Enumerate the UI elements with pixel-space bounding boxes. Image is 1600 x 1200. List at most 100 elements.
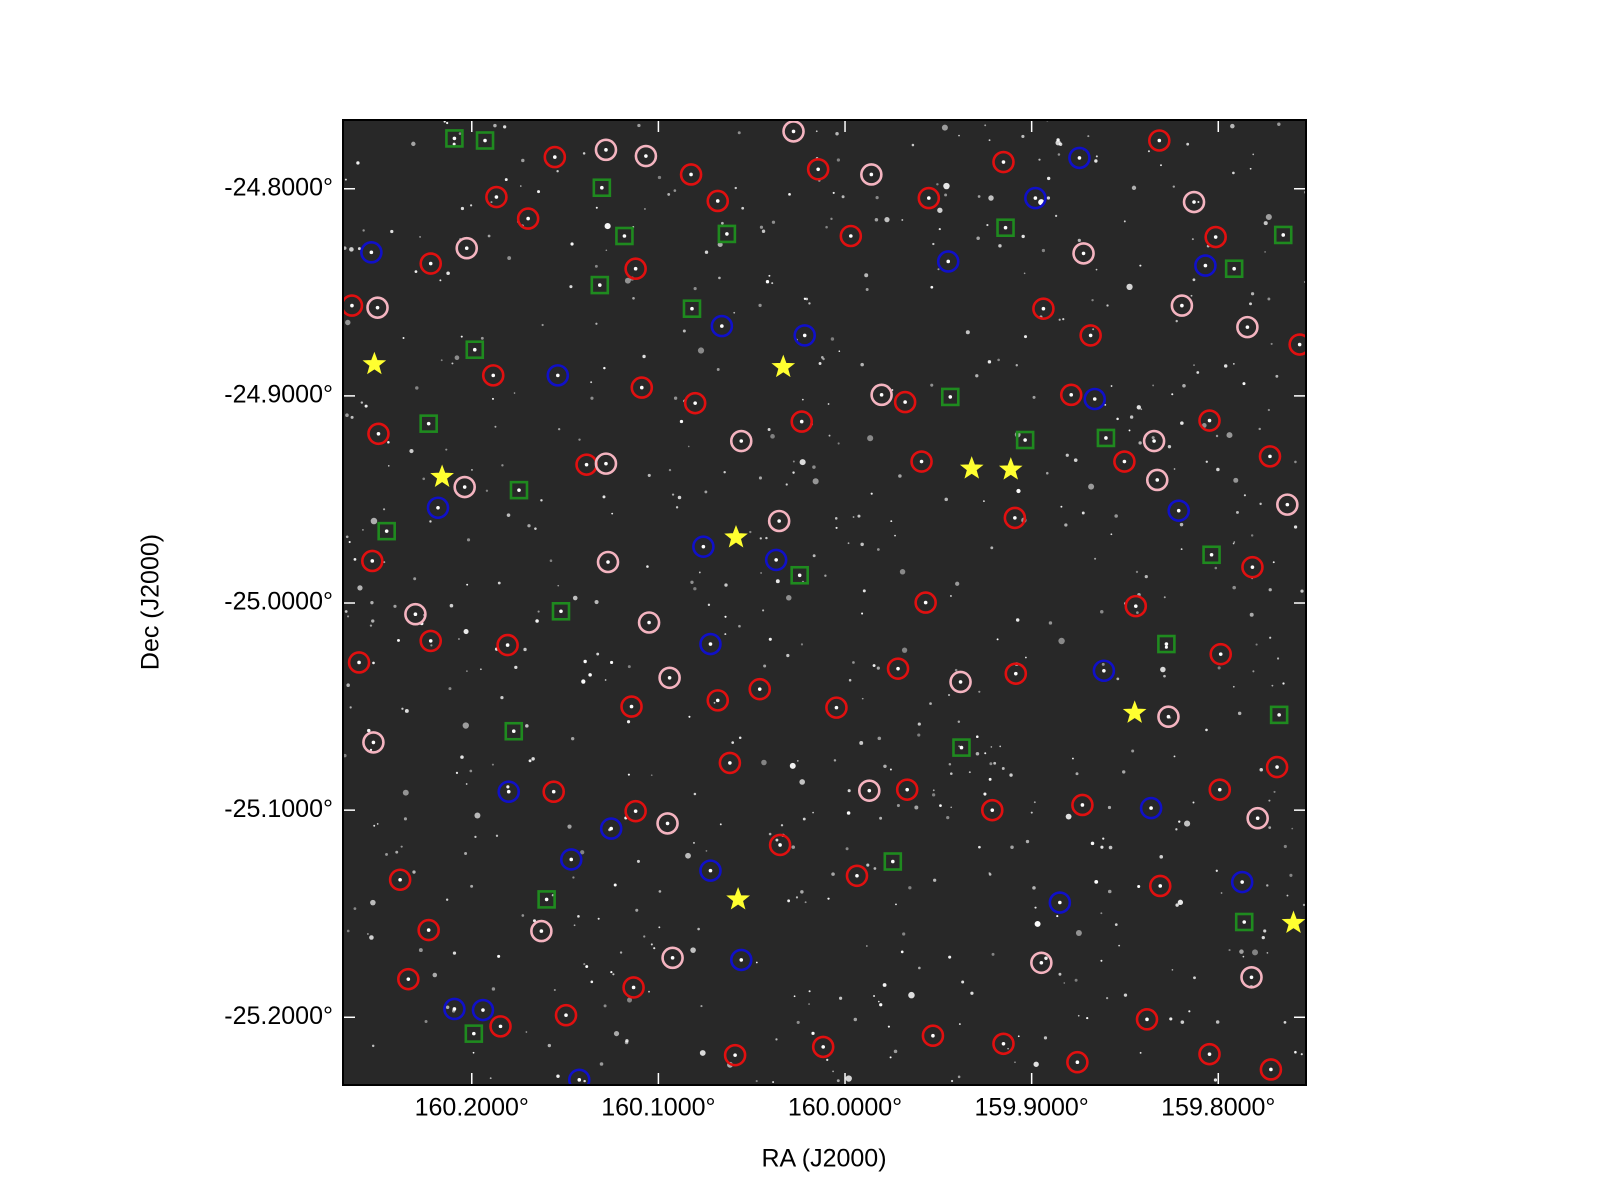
source-circle [767,509,791,533]
background-star [596,652,600,656]
source-circle [782,120,805,143]
source-star-dot [849,234,853,238]
background-star [1041,248,1046,253]
source-circle [481,364,505,387]
background-star [772,1081,775,1084]
background-star [939,804,942,808]
background-star [446,271,450,276]
background-star [537,190,541,194]
source-circle [1072,242,1095,265]
background-star [975,735,979,738]
background-star [402,336,405,339]
background-star [957,1075,961,1079]
background-star [644,208,646,210]
background-star [454,355,460,361]
background-star [534,527,537,530]
background-star [775,838,779,842]
background-star [487,234,491,238]
source-star [726,886,750,910]
source-star-dot [426,928,431,932]
background-star [357,585,363,591]
background-star [594,264,598,268]
background-star [996,638,999,641]
source-circle [596,550,620,574]
background-star [1217,666,1221,670]
source-star-dot [1039,960,1044,965]
source-star-dot [1104,436,1108,440]
background-star [1180,548,1183,551]
source-square [509,480,529,500]
background-star [832,1070,834,1073]
background-star [861,612,864,615]
background-star [789,762,796,769]
background-star [1094,159,1098,163]
background-star [492,397,494,400]
background-star [958,134,960,137]
background-star [787,899,791,903]
background-star [1025,839,1030,844]
background-star [583,659,587,664]
background-star [1094,557,1097,560]
source-star-dot [834,705,839,710]
background-star [356,161,360,165]
background-star [613,883,617,887]
background-star [595,206,598,209]
source-circle [764,548,788,572]
background-star [387,465,390,467]
background-star [532,919,536,923]
background-star [918,966,921,970]
background-star [627,997,633,1003]
background-star [1102,837,1105,840]
background-star [833,759,837,762]
background-star [761,229,766,233]
source-star-dot [958,680,963,684]
background-star [413,577,417,581]
background-star [987,360,992,364]
background-star [658,890,662,893]
background-star [704,250,709,254]
background-star [1239,949,1244,954]
background-star [583,963,586,966]
background-star [668,468,672,472]
source-circle [1124,594,1148,618]
background-star [731,741,735,744]
background-star [1277,122,1281,126]
source-circle [1208,778,1232,801]
source-circle [1071,793,1094,817]
background-star [1122,770,1126,774]
background-star [635,908,639,912]
background-star [799,459,806,466]
source-star-dot [1013,671,1018,676]
x-tick-label: 160.2000° [415,1094,529,1122]
background-star [594,599,599,605]
source-star-dot [879,393,884,397]
source-star-dot [647,620,651,625]
background-star [1106,304,1109,307]
background-star [1021,134,1025,139]
source-star-dot [384,529,389,533]
background-star [371,619,375,623]
y-tick-label: -25.1000° [224,795,333,823]
source-circle [1030,951,1053,975]
background-star [345,413,349,417]
background-star [955,581,960,586]
background-star [1110,533,1113,536]
source-circle [343,294,364,317]
background-star [469,769,473,773]
background-star [948,955,952,959]
background-star [1249,302,1252,306]
background-star [879,816,883,820]
background-star [713,701,716,704]
background-star [724,633,727,636]
y-axis-label: Dec (J2000) [137,534,165,670]
background-star [707,603,711,607]
background-star [838,350,841,353]
background-star [852,516,855,518]
source-star-dot [481,1008,485,1012]
background-star [619,951,623,954]
background-star [733,311,736,314]
background-star [357,247,361,251]
background-star [759,537,762,540]
source-circle [870,383,893,407]
background-star [376,823,379,825]
